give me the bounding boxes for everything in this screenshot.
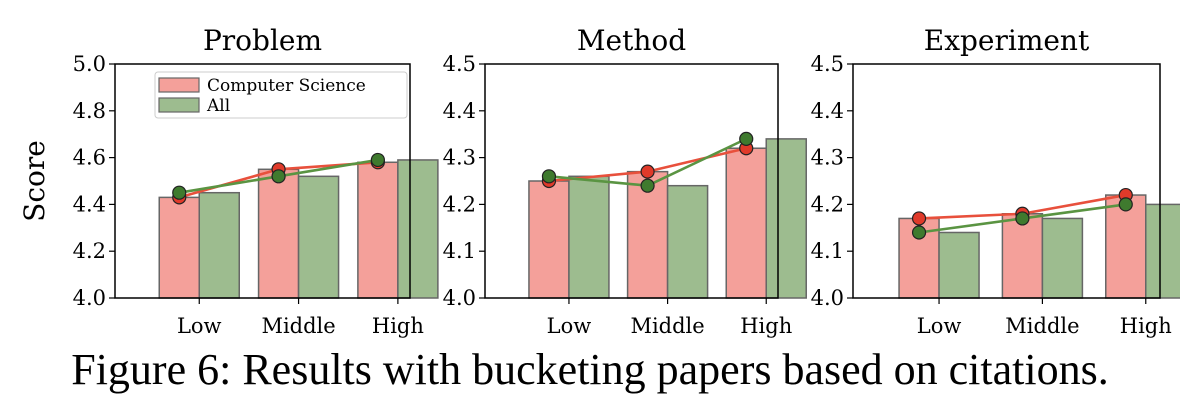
panel-1-ytick-label: 4.4 [73, 192, 106, 216]
panel-1-ytick-label: 4.0 [73, 286, 106, 310]
panel-1-ytick-label: 5.0 [73, 52, 106, 76]
panel-2-marker-all [541, 169, 557, 184]
panel-1-xtick-label: Middle [261, 314, 335, 338]
panel-1-marker-all [271, 169, 286, 184]
panel-1-marker-all [172, 185, 187, 200]
panel-2-bar-all [568, 175, 610, 299]
panel-3-ytick-label: 4.5 [811, 52, 844, 76]
panel-3-xtick-label: High [1120, 314, 1172, 338]
panel-1-title: Problem [203, 24, 322, 57]
panel-3-bar-cs [1001, 213, 1044, 299]
panel-2-title: Method [577, 24, 686, 57]
panel-1-bar-all [198, 191, 240, 299]
panel-2-ytick-label: 4.0 [443, 286, 476, 310]
legend-swatch-cs [158, 77, 200, 93]
panel-1-xtick-label: High [372, 314, 424, 338]
panel-2-ytick-label: 4.2 [443, 192, 476, 216]
panel-1-ylabel: Score [18, 140, 51, 222]
panel-2-ytick-label: 4.3 [443, 146, 476, 170]
panel-3-ytick-label: 4.3 [811, 146, 844, 170]
panel-2-ytick-label: 4.5 [443, 52, 476, 76]
panel-3-frame [852, 63, 1161, 299]
panel-3-ytick-label: 4.1 [811, 239, 844, 263]
panel-3-title: Experiment [924, 24, 1090, 57]
panel-2-xtick-label: Low [547, 314, 592, 338]
panel-3-xtick-label: Low [917, 314, 962, 338]
panel-2-marker-all [640, 178, 655, 193]
panel-2-ytick-label: 4.1 [443, 239, 476, 263]
panel-1-ytick-label: 4.8 [73, 99, 106, 123]
panel-2-bar-cs [725, 147, 767, 299]
panel-2-xtick-label: Middle [630, 314, 704, 338]
panel-1-bar-cs [357, 161, 399, 299]
panel-3-marker-all [911, 225, 927, 240]
panel-1-bar-all [297, 175, 340, 299]
panel-1-ytick-label: 4.2 [73, 239, 106, 263]
panel-2-bar-cs [528, 180, 570, 299]
panel-1-marker-all [370, 152, 385, 168]
panel-2-xtick-label: High [740, 314, 792, 338]
legend-label-all: All [206, 96, 230, 116]
panel-3-marker-cs [911, 211, 927, 226]
panel-2-marker-cs [640, 164, 655, 179]
legend-box [154, 71, 408, 119]
panel-3-xtick-label: Middle [1005, 314, 1079, 338]
panel-3-ytick-label: 4.2 [811, 192, 844, 216]
panel-1-bar-all [397, 159, 439, 299]
panel-3-marker-all [1118, 197, 1133, 212]
panel-1-ytick-label: 4.6 [73, 146, 106, 170]
panel-3-bar-all [938, 231, 980, 299]
figure-caption: Figure 6: Results with bucketing papers … [71, 345, 1109, 394]
panel-3-marker-all [1015, 211, 1030, 226]
panel-2-frame [484, 63, 779, 299]
panel-3-ytick-label: 4.4 [811, 99, 844, 123]
panel-1-bar-cs [257, 168, 300, 299]
panel-2-bar-all [666, 184, 709, 299]
panel-2-ytick-label: 4.4 [443, 99, 476, 123]
legend-swatch-all [158, 97, 200, 113]
panel-1-bar-cs [158, 196, 200, 299]
panel-1-frame [114, 63, 411, 299]
panel-3-bar-all [1041, 217, 1084, 299]
panel-1-xtick-label: Low [177, 314, 222, 338]
panel-2-bar-all [765, 138, 807, 299]
panel-3-bar-all [1145, 203, 1180, 299]
legend-label-cs: Computer Science [207, 76, 366, 96]
panel-3-ytick-label: 4.0 [811, 286, 844, 310]
panel-2-marker-all [739, 131, 754, 146]
